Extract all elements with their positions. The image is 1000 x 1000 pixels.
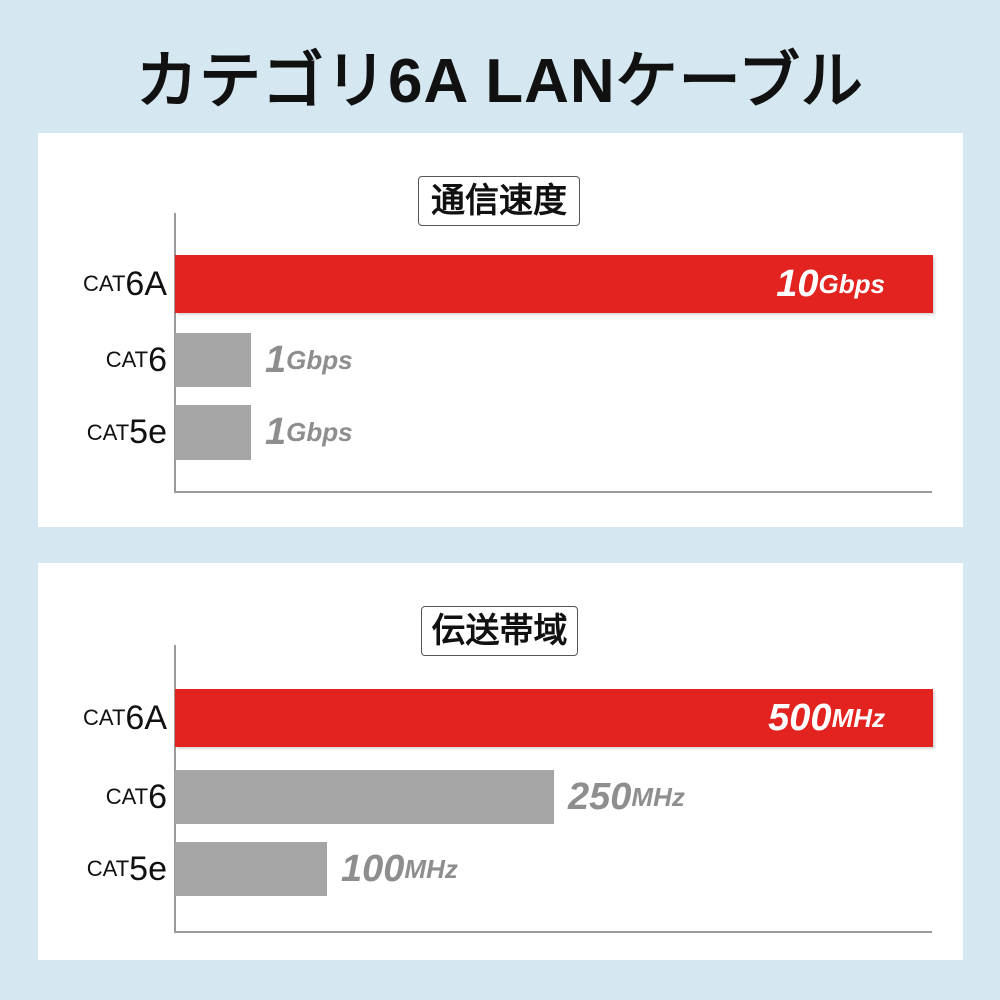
value-label: 500 MHz: [768, 689, 885, 747]
category-label: CAT 6: [106, 770, 167, 824]
bar: [175, 770, 554, 824]
category-prefix: CAT: [83, 271, 126, 296]
value-label: 250 MHz: [568, 770, 685, 824]
category-suffix: 6: [148, 777, 167, 816]
bar-row: CAT 6A 500 MHz: [38, 689, 963, 747]
value-label: 10 Gbps: [776, 255, 885, 313]
value-unit: Gbps: [286, 344, 353, 375]
category-prefix: CAT: [86, 856, 130, 881]
category-prefix: CAT: [105, 347, 149, 372]
bar-row: CAT 6 250 MHz: [38, 770, 963, 824]
category-suffix: 6: [148, 340, 167, 379]
category-label: CAT 6A: [83, 255, 167, 313]
category-prefix: CAT: [86, 419, 130, 445]
category-label: CAT 6: [106, 333, 167, 387]
bar-row: CAT 6A 10 Gbps: [38, 255, 963, 313]
bar: [175, 405, 251, 460]
value-label: 1 Gbps: [265, 333, 353, 387]
bandwidth-chart-title: 伝送帯域: [421, 606, 578, 656]
category-prefix: CAT: [83, 705, 126, 730]
category-prefix: CAT: [105, 784, 149, 809]
bar-row: CAT 5e 1 Gbps: [38, 405, 963, 460]
value-unit: Gbps: [286, 417, 353, 447]
value-unit: MHz: [404, 853, 458, 884]
speed-chart-title: 通信速度: [418, 176, 580, 226]
x-axis-line: [174, 931, 932, 933]
bar-row: CAT 6 1 Gbps: [38, 333, 963, 387]
bar-row: CAT 5e 100 MHz: [38, 842, 963, 896]
value-number: 1: [265, 411, 287, 453]
value-number: 100: [341, 847, 405, 890]
value-label: 1 Gbps: [265, 405, 353, 460]
value-label: 100 MHz: [341, 842, 458, 896]
category-label: CAT 5e: [87, 842, 167, 896]
category-label: CAT 6A: [83, 689, 167, 747]
value-number: 500: [768, 696, 832, 739]
category-suffix: 6A: [125, 264, 167, 303]
value-number: 1: [265, 338, 287, 381]
category-label: CAT 5e: [87, 405, 167, 460]
bandwidth-chart-panel: 伝送帯域 CAT 6A 500 MHz CAT 6 250 MHz CAT 5e 100 MHz: [38, 563, 963, 960]
bar: [175, 255, 933, 313]
value-number: 250: [568, 775, 632, 818]
speed-chart-panel: 通信速度 CAT 6A 10 Gbps CAT 6 1 Gbps CAT 5e 1 Gbps: [38, 133, 963, 527]
value-unit: MHz: [831, 702, 885, 733]
value-unit: MHz: [631, 781, 685, 812]
bar: [175, 842, 327, 896]
category-suffix: 5e: [129, 849, 167, 888]
x-axis-line: [174, 491, 932, 493]
value-number: 10: [776, 262, 819, 305]
category-suffix: 5e: [129, 413, 167, 451]
bar: [175, 333, 251, 387]
page-title: カテゴリ6A LANケーブル: [136, 47, 864, 116]
bar: [175, 689, 933, 747]
value-unit: Gbps: [818, 268, 885, 299]
category-suffix: 6A: [125, 698, 167, 737]
